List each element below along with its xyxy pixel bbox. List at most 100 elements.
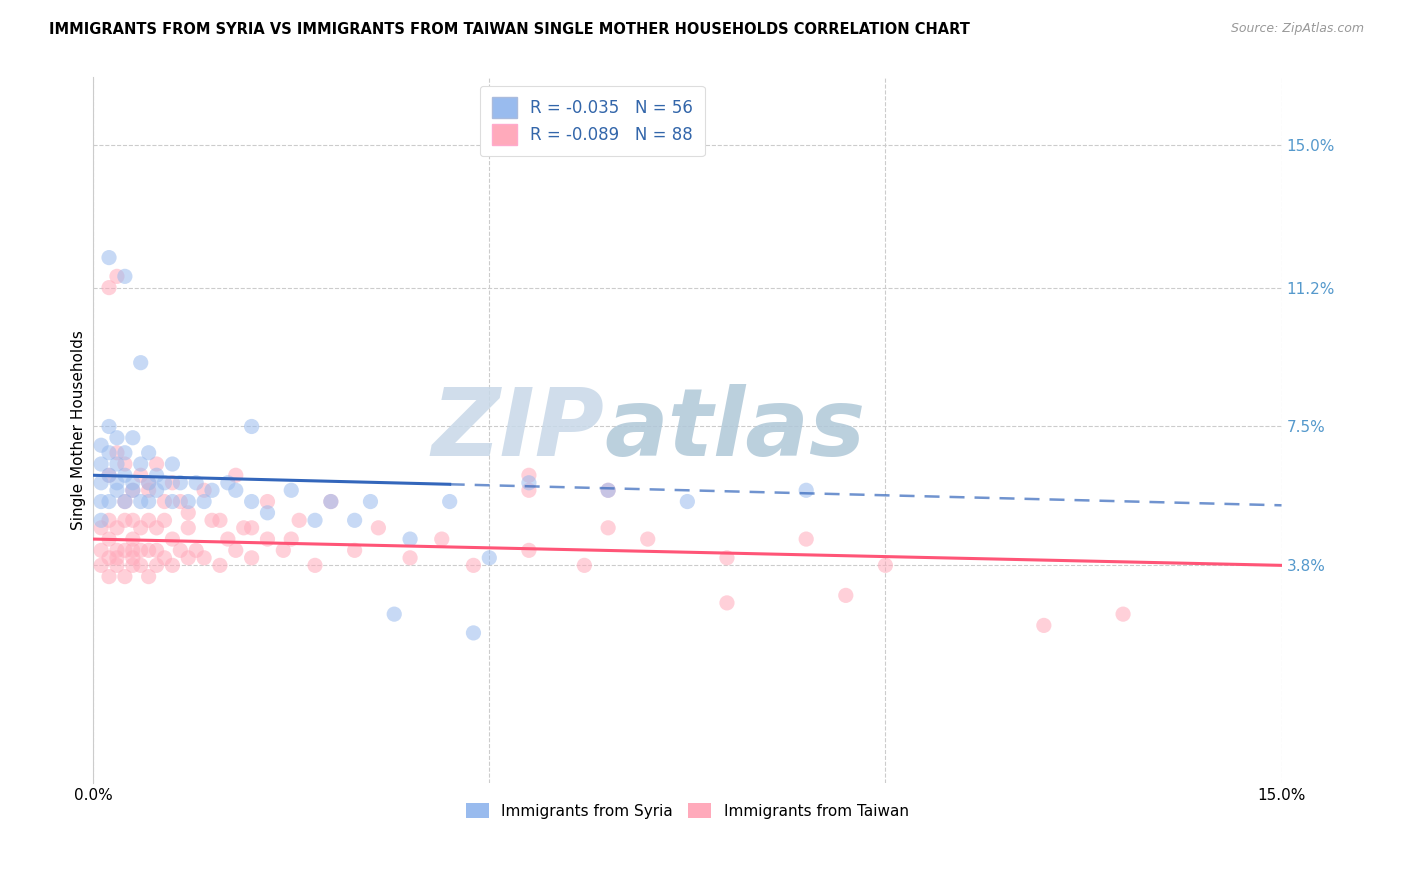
Point — [319, 494, 342, 508]
Point — [105, 431, 128, 445]
Point — [598, 521, 620, 535]
Point — [145, 457, 167, 471]
Point — [105, 457, 128, 471]
Point — [280, 483, 302, 498]
Point — [240, 521, 263, 535]
Point — [145, 543, 167, 558]
Text: Source: ZipAtlas.com: Source: ZipAtlas.com — [1230, 22, 1364, 36]
Point — [105, 550, 128, 565]
Point — [114, 468, 136, 483]
Point — [129, 468, 152, 483]
Point — [201, 483, 224, 498]
Point — [138, 543, 160, 558]
Point — [114, 569, 136, 583]
Point — [121, 543, 143, 558]
Point — [114, 457, 136, 471]
Point — [98, 251, 121, 265]
Point — [138, 475, 160, 490]
Point — [98, 280, 121, 294]
Point — [463, 558, 485, 573]
Point — [256, 494, 278, 508]
Point — [240, 419, 263, 434]
Point — [225, 483, 247, 498]
Point — [138, 513, 160, 527]
Point — [208, 558, 231, 573]
Point — [399, 550, 422, 565]
Point — [169, 494, 191, 508]
Point — [90, 438, 112, 452]
Point — [90, 558, 112, 573]
Point — [114, 494, 136, 508]
Point — [208, 513, 231, 527]
Point — [240, 550, 263, 565]
Point — [145, 521, 167, 535]
Point — [98, 513, 121, 527]
Point — [114, 494, 136, 508]
Point — [875, 558, 897, 573]
Text: ZIP: ZIP — [432, 384, 605, 476]
Point — [162, 475, 184, 490]
Point — [517, 468, 540, 483]
Point — [304, 513, 326, 527]
Point — [153, 475, 176, 490]
Point — [256, 506, 278, 520]
Point — [145, 483, 167, 498]
Point — [98, 468, 121, 483]
Point — [129, 521, 152, 535]
Text: atlas: atlas — [605, 384, 866, 476]
Point — [98, 532, 121, 546]
Point — [343, 543, 366, 558]
Point — [193, 483, 215, 498]
Point — [138, 494, 160, 508]
Point — [114, 446, 136, 460]
Point — [343, 513, 366, 527]
Point — [382, 607, 405, 622]
Point — [129, 558, 152, 573]
Point — [121, 431, 143, 445]
Point — [153, 550, 176, 565]
Point — [145, 558, 167, 573]
Point — [169, 543, 191, 558]
Point — [121, 532, 143, 546]
Point — [153, 513, 176, 527]
Point — [225, 468, 247, 483]
Point — [256, 532, 278, 546]
Point — [598, 483, 620, 498]
Point — [121, 475, 143, 490]
Point — [98, 468, 121, 483]
Point — [90, 494, 112, 508]
Point — [121, 483, 143, 498]
Point — [478, 550, 501, 565]
Point — [162, 494, 184, 508]
Point — [232, 521, 254, 535]
Point — [177, 506, 200, 520]
Point — [463, 626, 485, 640]
Point — [105, 521, 128, 535]
Point — [574, 558, 596, 573]
Point — [90, 521, 112, 535]
Point — [177, 521, 200, 535]
Point — [90, 513, 112, 527]
Point — [177, 494, 200, 508]
Point — [114, 543, 136, 558]
Point — [138, 446, 160, 460]
Point — [90, 543, 112, 558]
Point — [138, 569, 160, 583]
Point — [121, 558, 143, 573]
Point — [280, 532, 302, 546]
Point — [676, 494, 699, 508]
Point — [169, 475, 191, 490]
Point — [1032, 618, 1054, 632]
Point — [288, 513, 311, 527]
Point — [794, 483, 817, 498]
Point — [359, 494, 381, 508]
Y-axis label: Single Mother Households: Single Mother Households — [72, 330, 86, 530]
Point — [399, 532, 422, 546]
Text: IMMIGRANTS FROM SYRIA VS IMMIGRANTS FROM TAIWAN SINGLE MOTHER HOUSEHOLDS CORRELA: IMMIGRANTS FROM SYRIA VS IMMIGRANTS FROM… — [49, 22, 970, 37]
Point — [162, 532, 184, 546]
Point — [716, 550, 738, 565]
Point — [225, 543, 247, 558]
Point — [90, 475, 112, 490]
Point — [105, 483, 128, 498]
Point — [105, 558, 128, 573]
